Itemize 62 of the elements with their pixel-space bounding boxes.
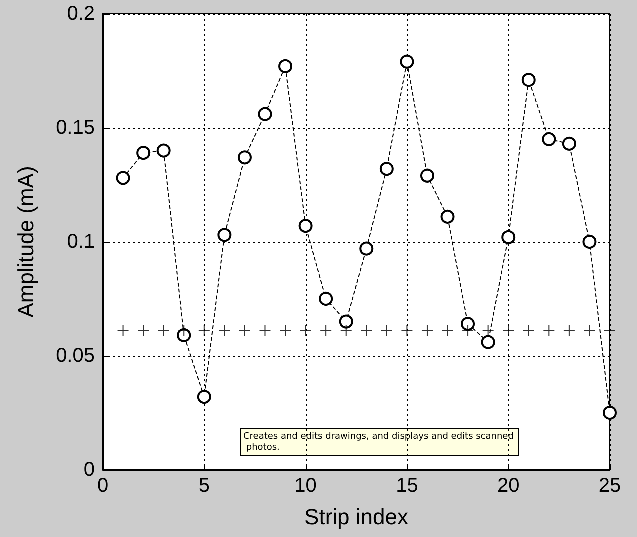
point	[320, 324, 332, 337]
y-tick-label: 0.05	[56, 345, 95, 367]
point	[319, 292, 334, 306]
point	[522, 73, 536, 88]
x-tick-label: 25	[598, 475, 622, 497]
point	[440, 210, 455, 224]
point	[582, 235, 597, 249]
point	[442, 324, 454, 337]
point	[400, 54, 414, 69]
point	[136, 146, 151, 160]
point	[542, 132, 556, 146]
point	[258, 107, 272, 122]
x-tick-label: 15	[396, 475, 418, 497]
point	[603, 406, 617, 420]
point	[340, 324, 352, 337]
point	[197, 390, 212, 404]
point	[238, 150, 252, 165]
point	[198, 324, 210, 337]
x-tick-label: 20	[497, 475, 520, 497]
point	[300, 324, 312, 337]
point	[259, 324, 272, 337]
point	[339, 314, 354, 329]
y-tick-label: 0.2	[67, 3, 95, 25]
point	[461, 317, 476, 332]
point	[117, 324, 130, 337]
point	[420, 168, 434, 183]
point	[360, 324, 373, 337]
x-axis-title: Strip index	[304, 504, 408, 530]
y-tick-label: 0	[84, 459, 95, 481]
y-tick-label: 0.1	[67, 231, 95, 253]
point	[156, 144, 171, 158]
point	[178, 324, 190, 337]
point	[278, 59, 293, 74]
point	[502, 324, 515, 337]
y-tick-label: 0.15	[56, 117, 95, 139]
annotation: Creates and edits drawings, and displays and edits scanned photos.	[244, 432, 514, 453]
point	[238, 324, 251, 337]
point	[401, 324, 414, 337]
point	[562, 136, 576, 151]
point	[380, 324, 393, 337]
point	[158, 324, 170, 337]
point	[218, 228, 232, 242]
point	[543, 324, 556, 337]
point	[584, 324, 596, 337]
point	[218, 324, 231, 337]
point	[502, 230, 516, 244]
point	[481, 335, 496, 350]
point	[462, 324, 474, 337]
point	[563, 324, 576, 337]
y-axis-title: Amplitude (mA)	[14, 166, 38, 318]
point	[522, 324, 535, 337]
point	[421, 324, 434, 337]
x-tick-label: 5	[198, 475, 210, 497]
point	[138, 324, 150, 337]
point	[360, 242, 374, 256]
point	[280, 324, 292, 337]
x-tick-label: 0	[97, 475, 109, 497]
point	[116, 171, 130, 186]
point	[298, 219, 313, 234]
point	[380, 162, 394, 176]
point	[482, 324, 494, 337]
x-tick-label: 10	[294, 475, 317, 497]
